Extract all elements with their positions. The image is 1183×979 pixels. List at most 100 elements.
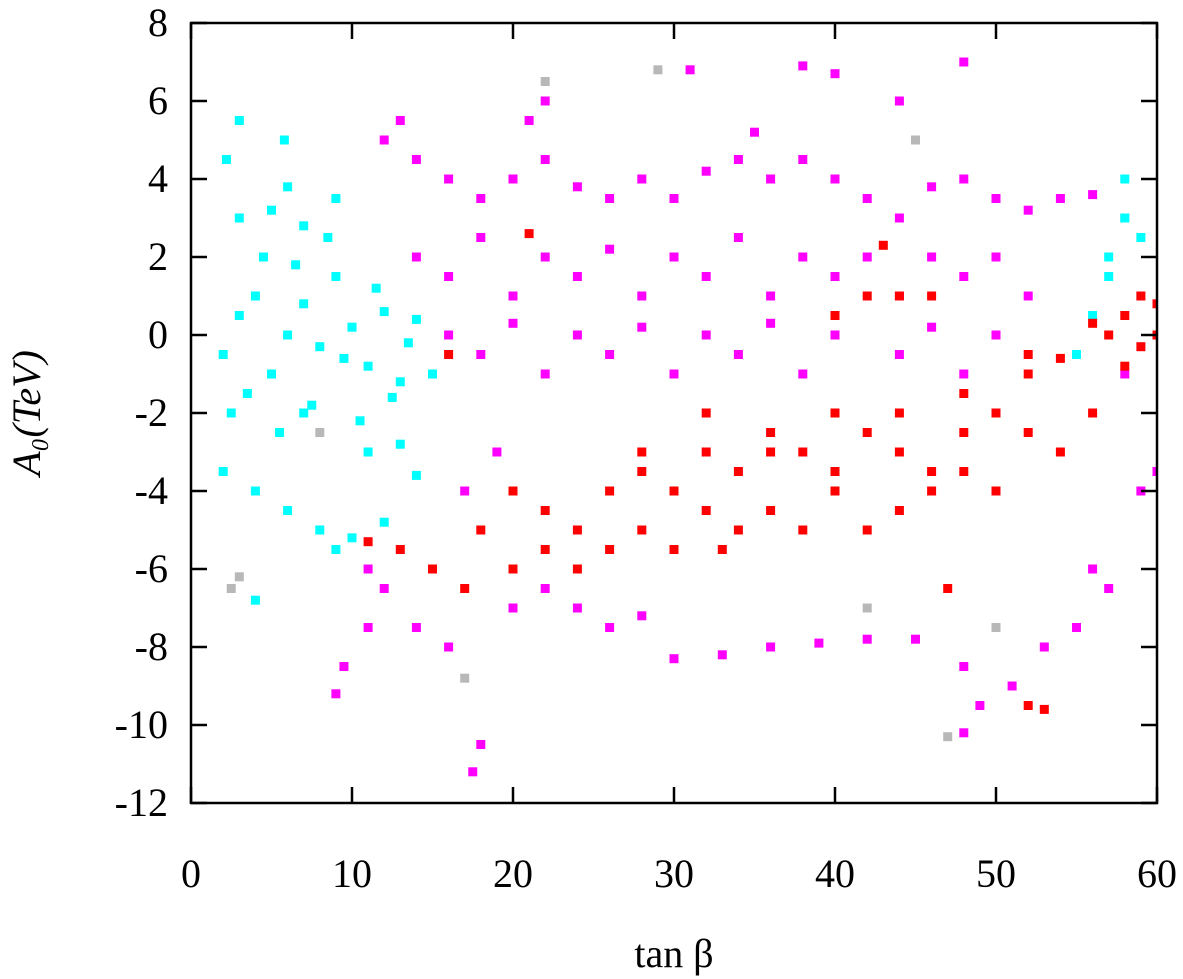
scatter-point [894, 350, 904, 359]
scatter-point [234, 572, 244, 582]
scatter-point [701, 272, 711, 281]
scatter-point [766, 291, 776, 301]
scatter-point [862, 428, 872, 437]
scatter-point [653, 65, 663, 75]
scatter-point [991, 408, 1001, 418]
scatter-point [927, 291, 937, 301]
scatter-point [766, 318, 776, 328]
scatter-point [460, 673, 470, 683]
scatter-point [1136, 291, 1146, 301]
scatter-point [395, 116, 405, 125]
scatter-point [363, 623, 373, 632]
scatter-point [460, 584, 470, 593]
scatter-point [991, 194, 1001, 203]
y-tick-label: 6 [148, 78, 168, 123]
scatter-point [1136, 342, 1146, 352]
scatter-point [991, 252, 1001, 262]
scatter-point [411, 155, 421, 164]
scatter-point [540, 96, 550, 106]
scatter-point [444, 174, 454, 184]
scatter-point [1023, 428, 1033, 437]
scatter-point [250, 595, 260, 605]
scatter-point [524, 116, 534, 125]
scatter-point [991, 330, 1001, 340]
scatter-point [1072, 623, 1081, 632]
scatter-point [1120, 361, 1130, 371]
scatter-point [572, 564, 582, 574]
scatter-point [991, 486, 1001, 496]
scatter-point [943, 732, 953, 742]
scatter-point [307, 400, 317, 410]
scatter-point [669, 369, 679, 379]
scatter-point [221, 155, 231, 164]
scatter-point [234, 311, 244, 320]
scatter-point [1104, 272, 1114, 281]
scatter-point [862, 634, 872, 644]
y-tick-label: -10 [115, 702, 168, 747]
scatter-point [1039, 704, 1049, 714]
scatter-point [878, 240, 888, 250]
scatter-point [862, 525, 872, 535]
scatter-point [1055, 194, 1065, 203]
scatter-point [226, 584, 236, 593]
scatter-point [411, 470, 421, 480]
scatter-point [468, 767, 478, 777]
scatter-point [476, 350, 486, 359]
scatter-point [234, 116, 244, 125]
y-tick-label: 0 [148, 312, 168, 357]
scatter-point [363, 564, 373, 574]
scatter-point [476, 194, 486, 203]
scatter-point [959, 57, 969, 67]
scatter-point [1088, 564, 1098, 574]
scatter-point [959, 428, 969, 437]
x-tick-label: 30 [654, 851, 694, 896]
scatter-point [323, 233, 333, 242]
scatter-point [379, 517, 389, 527]
y-tick-label: 8 [148, 0, 168, 45]
scatter-point [830, 311, 840, 320]
scatter-point [428, 564, 437, 574]
scatter-point [476, 525, 486, 535]
scatter-point [605, 350, 615, 359]
scatter-point [572, 272, 582, 281]
scatter-point [830, 486, 840, 496]
scatter-point [733, 233, 743, 242]
scatter-point [1023, 291, 1033, 301]
scatter-point [283, 182, 293, 192]
scatter-point [862, 603, 872, 613]
scatter-point [637, 447, 647, 457]
scatter-point [267, 205, 276, 215]
scatter-point [1152, 299, 1157, 309]
scatter-point [299, 299, 309, 309]
scatter-point [798, 252, 808, 262]
y-tick-label: -12 [115, 780, 168, 825]
scatter-point [1104, 330, 1114, 340]
scatter-point [701, 447, 711, 457]
scatter-point [750, 127, 759, 137]
x-axis-label: tan β [634, 931, 713, 976]
scatter-point [975, 701, 985, 710]
x-tick-label: 40 [815, 851, 855, 896]
scatter-point [1023, 205, 1033, 215]
scatter-point [347, 533, 357, 543]
scatter-point [250, 291, 260, 301]
scatter-point [1120, 213, 1130, 223]
scatter-point [572, 603, 582, 613]
scatter-point [363, 361, 373, 371]
scatter-point [339, 662, 349, 671]
scatter-point [524, 229, 534, 239]
scatter-point [766, 506, 776, 515]
scatter-point [830, 408, 840, 418]
scatter-point [1136, 486, 1146, 496]
scatter-point [959, 728, 969, 738]
scatter-point [267, 369, 276, 379]
scatter-point [927, 322, 937, 332]
scatter-point [814, 638, 824, 648]
scatter-point [927, 467, 937, 476]
scatter-point [540, 545, 550, 554]
scatter-point [315, 342, 325, 352]
y-tick-label: -2 [135, 390, 168, 435]
scatter-point [685, 65, 695, 75]
scatter-point [766, 642, 776, 652]
scatter-point [959, 662, 969, 671]
